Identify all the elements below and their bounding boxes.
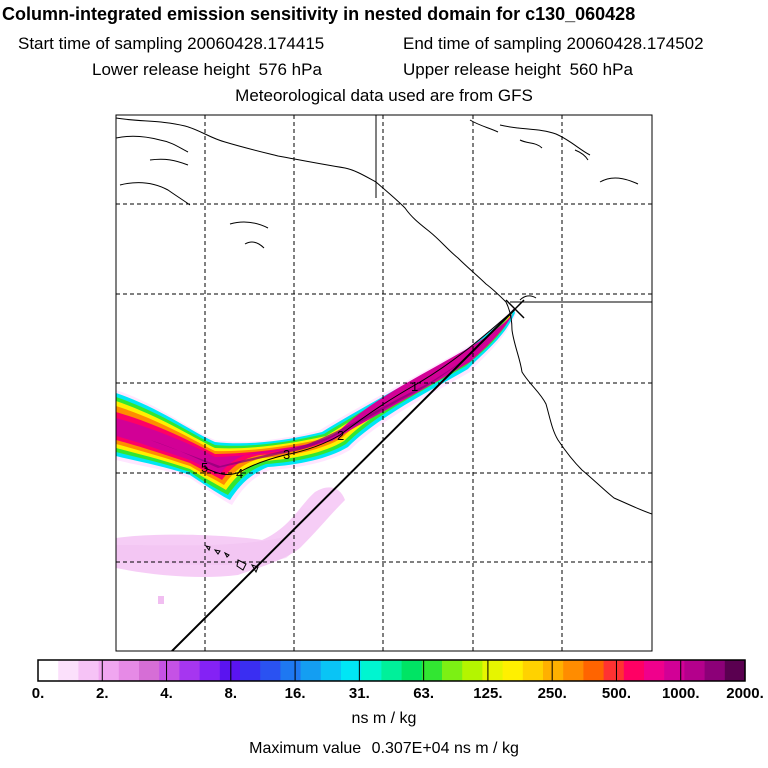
upper-height-value: 560 hPa <box>569 60 633 79</box>
start-time-label: Start time of sampling <box>18 34 183 53</box>
colorbar-swatch <box>704 660 726 681</box>
trajectory-label-1: 1 <box>411 379 418 394</box>
trajectory-label-4: 4 <box>236 466 243 481</box>
met-data-note: Meteorological data used are from GFS <box>235 86 533 105</box>
colorbar-swatch <box>381 660 403 681</box>
colorbar-swatch <box>421 660 443 681</box>
lower-release-height: Lower release height 576 hPa <box>92 60 322 80</box>
end-time-label: End time of sampling <box>403 34 562 53</box>
maximum-value: Maximum value 0.307E+04 ns m / kg <box>0 740 768 758</box>
colorbar-swatch <box>341 660 362 681</box>
trajectory-centerline <box>204 308 516 475</box>
colorbar-frame <box>37 659 746 682</box>
colorbar-swatch <box>502 660 524 681</box>
end-time: End time of sampling 20060428.174502 <box>403 34 704 54</box>
colorbar-tick-label: 63. <box>413 685 435 702</box>
colorbar-swatch <box>260 660 281 681</box>
max-label: Maximum value <box>249 740 362 757</box>
colorbar-swatch <box>664 660 685 681</box>
colorbar-units: ns m / kg <box>351 710 417 727</box>
colorbar-swatch <box>280 660 302 681</box>
colorbar-swatch <box>462 660 483 681</box>
colorbar-swatch <box>401 660 423 681</box>
plume <box>116 307 516 505</box>
max-units: ns m / kg <box>453 740 519 757</box>
flight-track <box>171 308 516 651</box>
trajectory-label-2: 2 <box>337 428 344 443</box>
colorbar <box>38 660 746 681</box>
map-frame <box>115 114 653 652</box>
colorbar-tick-label: 31. <box>348 685 370 702</box>
colorbar-tick-label: 2. <box>96 685 109 702</box>
colorbar-swatch <box>38 660 59 681</box>
colorbar-tick-label: 125. <box>473 685 503 702</box>
colorbar-swatch <box>118 660 140 681</box>
upper-release-height: Upper release height 560 hPa <box>403 60 633 80</box>
coastlines <box>116 115 652 515</box>
colorbar-swatch <box>522 660 544 681</box>
start-time-value: 20060428.174415 <box>187 34 325 53</box>
lat-lon-grid <box>116 115 652 651</box>
colorbar-swatch <box>219 660 241 681</box>
trajectory-label-3: 3 <box>283 447 290 462</box>
colorbar-tick-label: 16. <box>284 685 306 702</box>
colorbar-swatch <box>300 660 322 681</box>
colorbar-swatch <box>159 660 180 681</box>
lower-height-label: Lower release height <box>92 60 250 79</box>
colorbar-swatch <box>78 660 100 681</box>
colorbar-swatch <box>361 660 382 681</box>
colorbar-swatch <box>320 660 342 681</box>
faint-sensitivity-region <box>116 487 345 604</box>
max-value: 0.307E+04 <box>371 740 450 757</box>
map-content: 1 2 3 4 5 <box>116 115 652 651</box>
colorbar-swatch <box>139 660 160 681</box>
lower-height-value: 576 hPa <box>258 60 322 79</box>
colorbar-swatch <box>563 660 584 681</box>
colorbar-swatch <box>179 660 201 681</box>
colorbar-swatch <box>442 660 463 681</box>
colorbar-swatch <box>603 660 625 681</box>
trajectory-labels: 1 2 3 4 5 <box>201 379 418 481</box>
colorbar-swatch <box>583 660 605 681</box>
colorbar-tick-label: 500. <box>601 685 632 702</box>
colorbar-swatch <box>684 660 706 681</box>
colorbar-swatch <box>240 660 261 681</box>
colorbar-tick-label: 8. <box>224 685 238 702</box>
colorbar-swatch <box>98 660 120 681</box>
colorbar-tick-label: 250. <box>537 685 567 702</box>
colorbar-swatch <box>199 660 221 681</box>
colorbar-swatch <box>482 660 504 681</box>
start-time: Start time of sampling 20060428.174415 <box>18 34 324 54</box>
colorbar-swatch <box>623 660 645 681</box>
release-point-marker <box>505 299 525 319</box>
colorbar-tick-label: 1000. <box>661 685 700 702</box>
colorbar-swatch <box>644 660 665 681</box>
colorbar-swatch <box>543 660 564 681</box>
upper-height-label: Upper release height <box>403 60 561 79</box>
plot-title: Column-integrated emission sensitivity i… <box>2 4 636 24</box>
colorbar-swatch <box>58 660 79 681</box>
colorbar-tick-label: 4. <box>160 685 173 702</box>
colorbar-tick-label: 0. <box>31 685 45 702</box>
end-time-value: 20060428.174502 <box>566 34 704 53</box>
trajectory-label-5: 5 <box>201 460 208 475</box>
colorbar-tick-label: 2000. <box>726 685 764 702</box>
colorbar-swatch <box>724 660 746 681</box>
